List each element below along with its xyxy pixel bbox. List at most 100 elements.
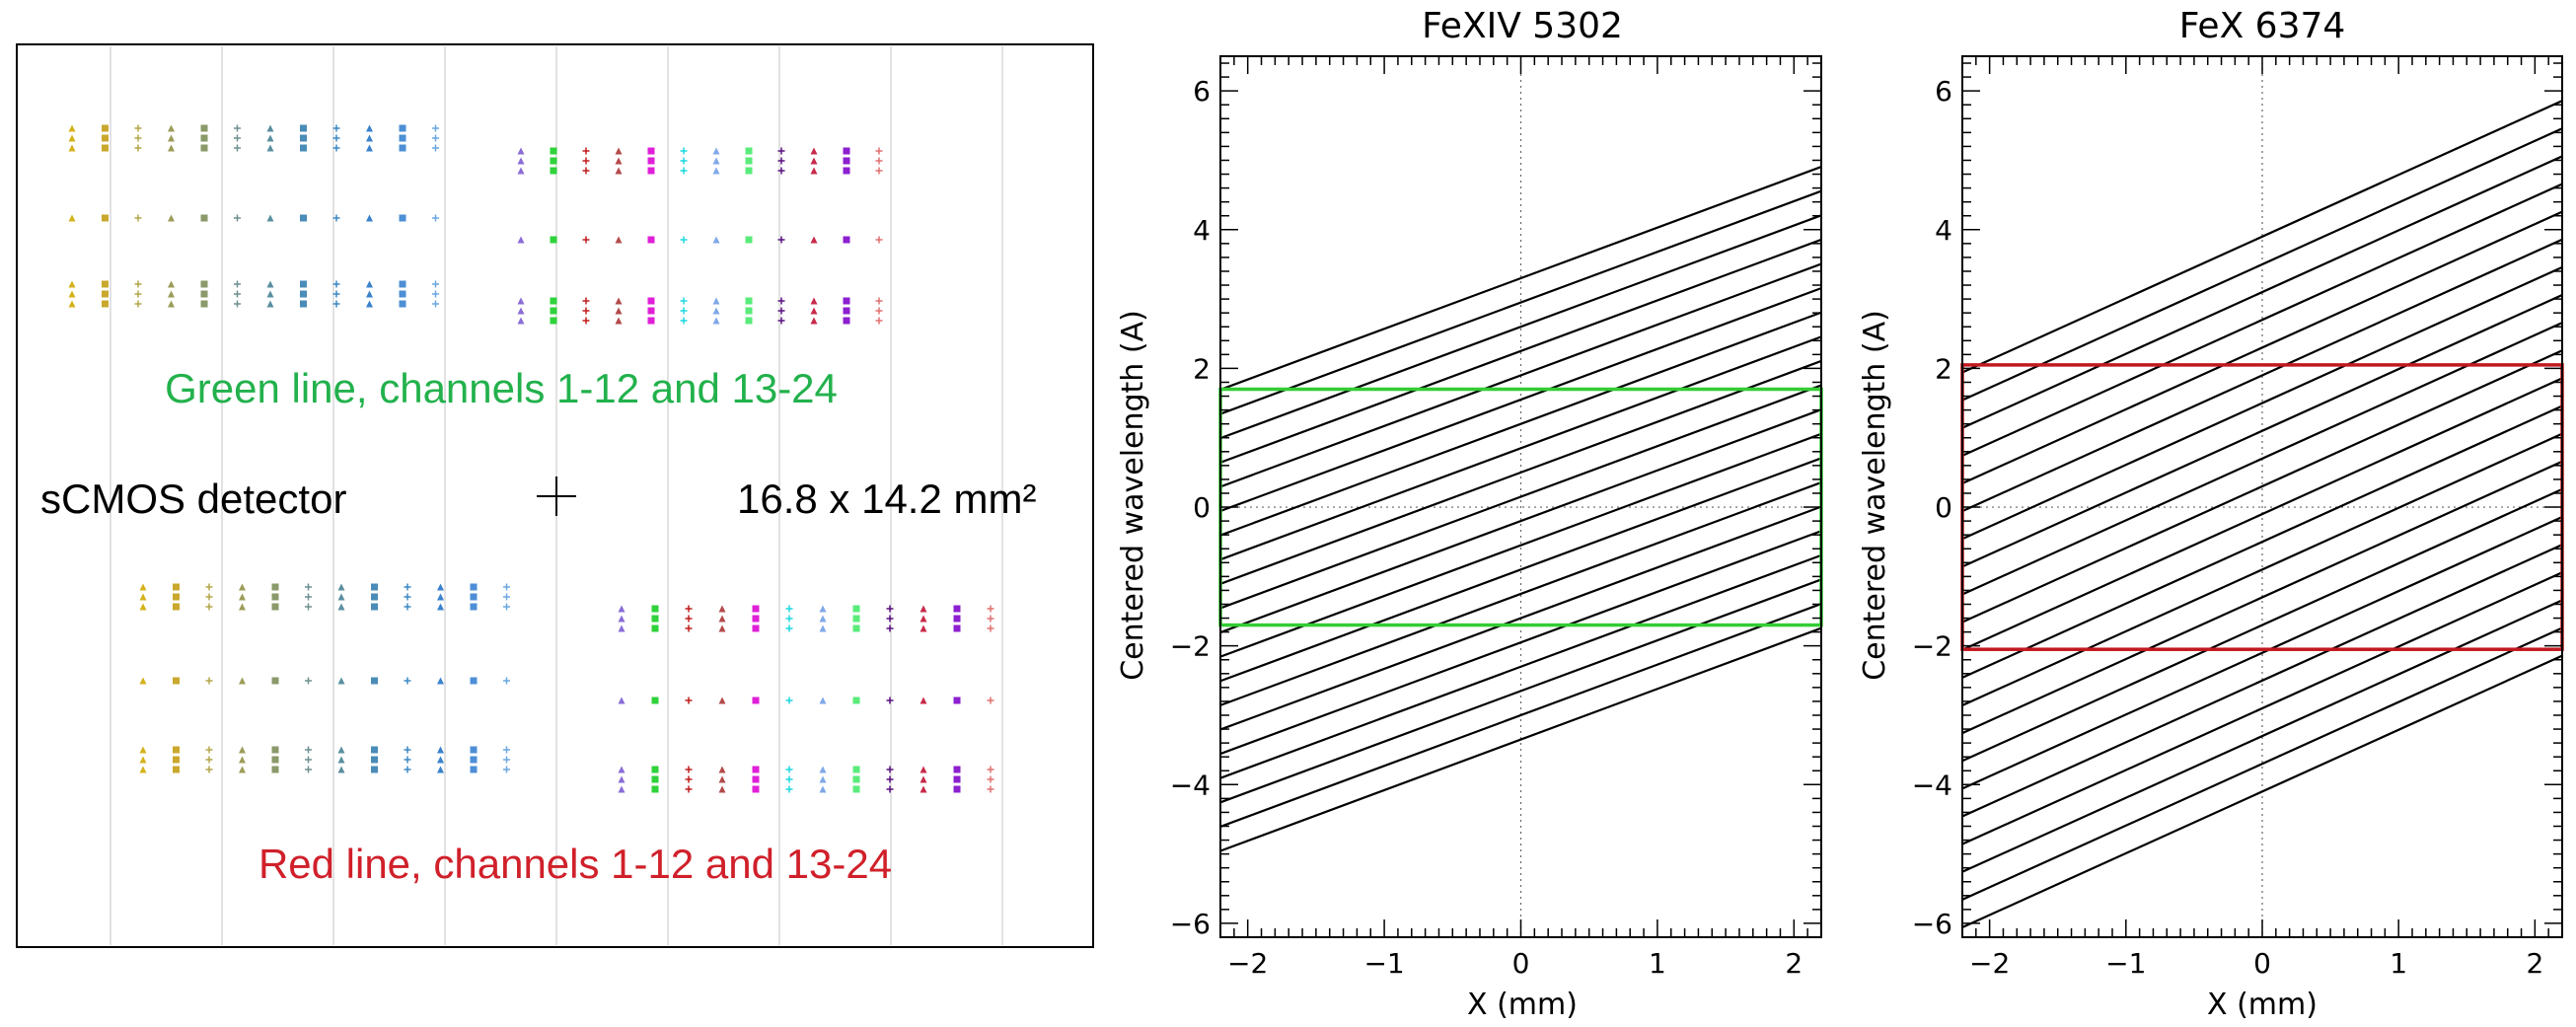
channel-marker: [550, 307, 557, 315]
channel-marker: [366, 144, 373, 152]
channel-marker: [200, 144, 208, 152]
channel-marker: [503, 593, 510, 601]
channel-marker: [618, 697, 626, 704]
channel-marker: [819, 766, 827, 773]
series-line: [1220, 287, 1821, 513]
channel-marker: [810, 236, 818, 244]
channel-marker: [517, 297, 525, 305]
channel-marker: [615, 147, 623, 155]
channel-marker: [843, 157, 850, 165]
channel-marker: [517, 147, 525, 155]
channel-marker: [718, 624, 726, 632]
channel-marker: [134, 124, 142, 132]
channel-marker: [404, 677, 411, 685]
channel-marker: [852, 624, 860, 632]
channel-marker: [371, 593, 378, 601]
channel-marker: [582, 167, 590, 175]
channel-marker: [920, 775, 927, 783]
channel-marker: [843, 307, 850, 315]
chart-title: FeX 6374: [2179, 6, 2346, 46]
channel-marker: [685, 766, 693, 773]
series-line: [1220, 626, 1821, 852]
channel-marker: [437, 677, 444, 685]
channel-marker: [399, 280, 406, 288]
channel-marker: [503, 677, 510, 685]
series-line: [1220, 457, 1821, 683]
channel-marker: [234, 280, 241, 288]
channel-marker: [685, 785, 693, 793]
channel-marker: [785, 775, 793, 783]
series-line: [1962, 626, 2562, 901]
series-line: [1220, 408, 1821, 634]
channel-marker: [852, 766, 860, 773]
channel-marker: [102, 290, 109, 298]
channel-marker: [332, 300, 340, 308]
channel-marker: [810, 297, 818, 305]
detector-size-label: 16.8 x 14.2 mm²: [737, 476, 1036, 522]
channel-marker: [810, 147, 818, 155]
y-axis-label: Centered wavelength (A): [1116, 310, 1150, 681]
channel-marker: [371, 766, 378, 773]
channel-marker: [810, 307, 818, 315]
channel-marker: [404, 746, 411, 754]
channel-marker: [139, 756, 147, 764]
series-line: [1962, 100, 2562, 374]
channel-marker: [102, 300, 109, 308]
channel-marker: [987, 775, 994, 783]
channel-marker: [618, 615, 626, 623]
channel-marker: [432, 124, 439, 132]
channel-marker: [777, 147, 785, 155]
channel-marker: [752, 775, 760, 783]
channel-marker: [371, 677, 378, 685]
channel-marker: [517, 167, 525, 175]
channel-marker: [404, 593, 411, 601]
channel-marker: [139, 593, 147, 601]
channel-marker: [647, 317, 655, 325]
channel-marker: [651, 615, 659, 623]
channel-marker: [810, 317, 818, 325]
channel-marker: [886, 615, 894, 623]
channel-marker: [200, 214, 208, 222]
channel-marker: [618, 775, 626, 783]
channel-marker: [582, 147, 590, 155]
channel-marker: [819, 624, 827, 632]
channel-marker: [752, 785, 760, 793]
channel-marker: [920, 766, 927, 773]
channel-marker: [205, 593, 213, 601]
series-line: [1220, 530, 1821, 756]
channel-marker: [305, 603, 312, 611]
channel-marker: [305, 746, 312, 754]
channel-marker: [371, 583, 378, 591]
channel-marker: [615, 167, 623, 175]
channel-marker: [366, 280, 373, 288]
channel-marker: [785, 605, 793, 613]
channel-marker: [168, 134, 175, 142]
series-line: [1962, 322, 2562, 596]
series-line: [1220, 480, 1821, 706]
channel-marker: [266, 300, 274, 308]
channel-marker: [399, 214, 406, 222]
channel-marker: [712, 157, 720, 165]
series-line: [1962, 599, 2562, 873]
channel-marker: [305, 756, 312, 764]
channel-marker: [234, 214, 241, 222]
channel-marker: [134, 290, 142, 298]
channel-marker: [987, 605, 994, 613]
channel-marker: [582, 157, 590, 165]
channel-marker: [205, 756, 213, 764]
channel-marker: [651, 766, 659, 773]
channel-marker: [550, 317, 557, 325]
channel-marker: [337, 677, 345, 685]
channel-marker: [366, 134, 373, 142]
channel-marker: [337, 603, 345, 611]
series-line: [1220, 432, 1821, 658]
channel-marker: [205, 677, 213, 685]
channel-marker: [886, 775, 894, 783]
red-line-label: Red line, channels 1-12 and 13-24: [258, 841, 892, 887]
channel-marker: [134, 144, 142, 152]
channel-marker: [843, 317, 850, 325]
series-line: [1220, 335, 1821, 561]
channel-marker: [470, 756, 478, 764]
channel-marker: [987, 624, 994, 632]
